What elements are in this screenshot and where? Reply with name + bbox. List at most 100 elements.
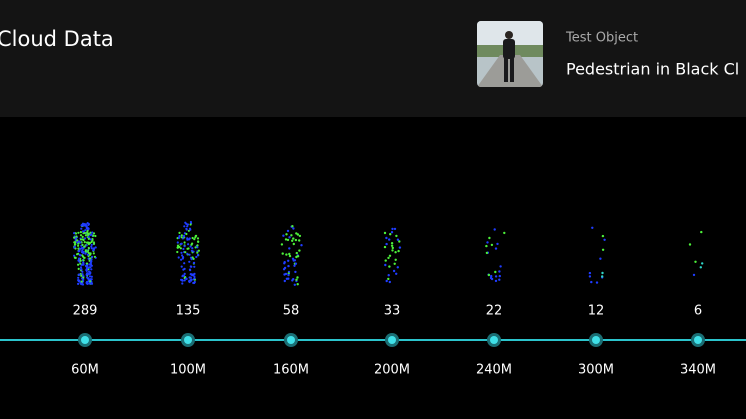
- cloud-point: [183, 245, 186, 248]
- cloud-point: [178, 235, 181, 238]
- cloud-point: [290, 234, 293, 237]
- cloud-point: [91, 231, 94, 234]
- object-name: Pedestrian in Black Cl: [566, 60, 739, 79]
- cloud-point: [180, 265, 183, 268]
- cloud-point: [287, 264, 290, 268]
- cloud-point: [487, 273, 491, 277]
- cloud-point: [86, 227, 89, 230]
- cloud-point: [196, 251, 199, 254]
- cloud-point: [77, 273, 80, 276]
- cloud-point: [394, 258, 397, 261]
- cloud-point: [83, 231, 86, 235]
- cloud-point: [490, 243, 494, 247]
- cloud-point: [83, 256, 86, 259]
- cloud-point: [293, 264, 296, 267]
- cloud-point: [397, 249, 400, 253]
- cloud-point: [85, 262, 89, 265]
- cloud-point: [79, 231, 82, 234]
- cloud-point: [79, 266, 83, 269]
- cloud-point: [694, 260, 697, 263]
- cloud-point: [90, 260, 93, 263]
- cloud-point: [82, 224, 85, 227]
- cloud-point: [387, 277, 390, 281]
- cloud-point: [193, 272, 196, 275]
- cloud-point: [293, 259, 297, 262]
- cloud-point: [601, 234, 605, 238]
- cloud-point: [80, 274, 83, 277]
- cloud-point: [300, 244, 303, 247]
- cloud-point: [77, 282, 80, 285]
- cloud-point: [90, 264, 93, 267]
- cloud-point: [183, 279, 186, 282]
- cloud-point: [388, 280, 391, 284]
- cloud-point: [393, 262, 396, 265]
- cloud-point: [87, 249, 90, 252]
- cloud-point: [288, 252, 291, 256]
- cloud-point: [186, 252, 189, 255]
- cloud-point: [81, 249, 84, 252]
- cloud-point: [189, 228, 192, 231]
- cloud-point: [498, 274, 501, 278]
- cloud-point: [187, 247, 190, 250]
- cloud-point: [83, 245, 86, 248]
- cloud-point: [294, 238, 298, 242]
- cloud-point: [292, 227, 295, 230]
- cloud-point: [488, 236, 491, 240]
- cloud-point: [189, 273, 192, 276]
- cloud-point: [285, 253, 288, 256]
- cloud-point: [178, 231, 181, 234]
- cloud-point: [292, 237, 295, 240]
- cloud-point: [601, 271, 604, 275]
- cloud-point: [294, 270, 297, 274]
- cloud-point: [177, 236, 181, 239]
- cloud-point: [503, 231, 506, 235]
- cloud-point: [286, 238, 290, 242]
- point-cloud: [73, 222, 97, 286]
- point-cloud: [485, 228, 506, 283]
- cloud-point: [287, 273, 290, 277]
- cloud-point: [383, 245, 387, 249]
- cloud-point: [85, 273, 88, 276]
- cloud-point: [93, 255, 96, 258]
- cloud-point: [498, 278, 501, 281]
- cloud-point: [388, 238, 391, 241]
- cloud-point: [285, 233, 288, 236]
- cloud-point: [385, 279, 388, 283]
- cloud-point: [80, 227, 83, 230]
- cloud-point: [185, 227, 188, 230]
- cloud-point: [590, 280, 593, 284]
- cloud-point: [485, 244, 488, 248]
- cloud-point: [191, 242, 194, 245]
- cloud-point: [494, 247, 498, 250]
- cloud-point: [78, 257, 81, 260]
- cloud-point: [197, 249, 200, 252]
- cloud-point: [73, 236, 76, 239]
- cloud-point: [283, 261, 286, 264]
- cloud-point: [79, 234, 83, 237]
- cloud-point: [87, 251, 90, 255]
- cloud-point: [189, 245, 192, 248]
- cloud-point: [77, 267, 80, 270]
- cloud-point: [88, 275, 92, 278]
- cloud-point: [298, 249, 301, 252]
- cloud-point: [87, 277, 90, 280]
- cloud-point: [294, 262, 298, 265]
- point-count: 12: [588, 304, 605, 319]
- cloud-point: [84, 252, 87, 255]
- cloud-point: [83, 237, 87, 240]
- cloud-point: [79, 259, 82, 262]
- cloud-point: [398, 246, 402, 249]
- cloud-point: [282, 234, 285, 237]
- cloud-point: [388, 254, 392, 257]
- cloud-point: [296, 276, 299, 279]
- cloud-point: [296, 283, 299, 286]
- cloud-point: [498, 270, 501, 273]
- cloud-point: [82, 259, 85, 262]
- cloud-point: [180, 258, 183, 261]
- point-cloud: [383, 227, 402, 284]
- cloud-point: [588, 271, 592, 275]
- cloud-point: [84, 249, 87, 252]
- cloud-point: [81, 246, 84, 249]
- cloud-point: [298, 234, 302, 238]
- cloud-point: [82, 263, 85, 266]
